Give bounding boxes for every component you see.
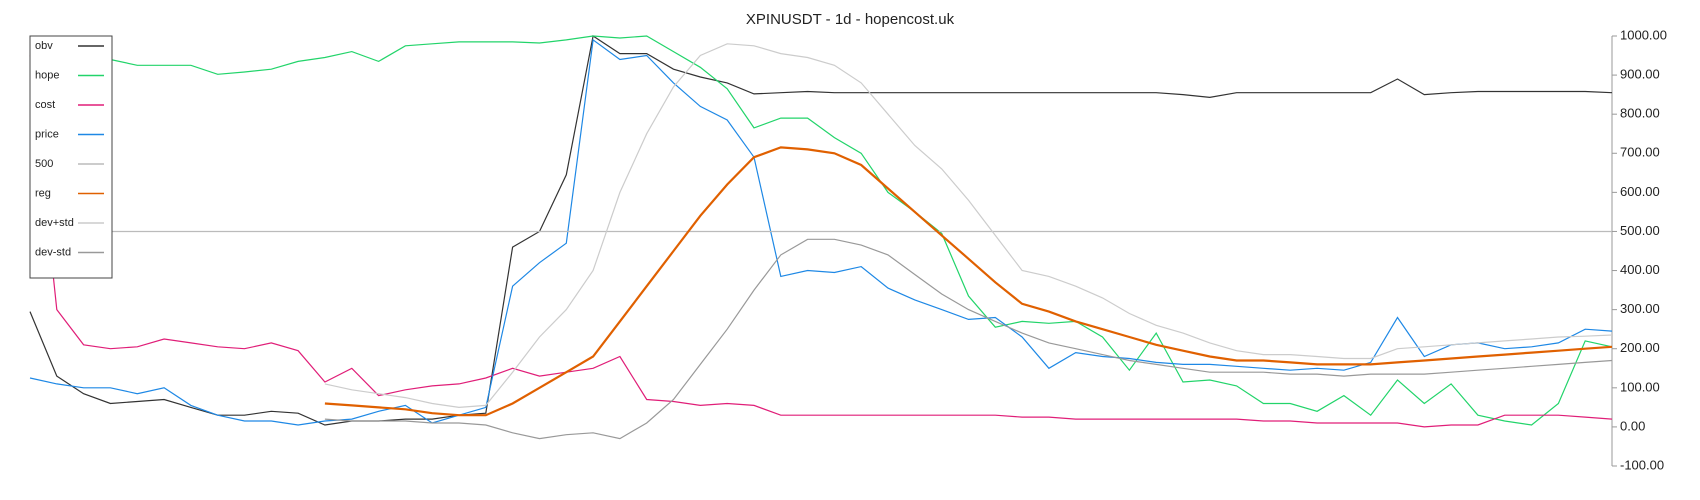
y-tick-label: 800.00 — [1620, 106, 1660, 121]
legend-label: dev+std — [35, 217, 74, 229]
y-tick-label: 100.00 — [1620, 379, 1660, 394]
y-tick-label: 600.00 — [1620, 184, 1660, 199]
y-tick-label: 900.00 — [1620, 67, 1660, 82]
legend-label: reg — [35, 187, 51, 199]
series-line — [324, 238, 1613, 440]
series-line — [29, 35, 1613, 426]
legend-label: hope — [35, 69, 59, 81]
legend-label: cost — [35, 99, 55, 111]
legend: obv hope cost price 500 reg dev+std dev-std — [29, 35, 113, 279]
series-line — [29, 38, 1613, 426]
series-line — [29, 35, 1613, 426]
legend-label: 500 — [35, 158, 53, 170]
y-tick-label: 200.00 — [1620, 340, 1660, 355]
series-line — [324, 146, 1613, 417]
y-tick-label: 0.00 — [1620, 418, 1645, 433]
y-tick-label: -100.00 — [1620, 457, 1664, 472]
legend-label: dev-std — [35, 246, 71, 258]
chart-title: XPINUSDT - 1d - hopencost.uk — [746, 11, 955, 28]
legend-label: obv — [35, 40, 53, 52]
y-tick-label: 300.00 — [1620, 301, 1660, 316]
y-tick-label: 1000.00 — [1620, 27, 1667, 42]
y-tick-label: 700.00 — [1620, 145, 1660, 160]
legend-box — [29, 35, 113, 279]
y-tick-label: 400.00 — [1620, 262, 1660, 277]
legend-label: price — [35, 128, 59, 140]
series-line — [324, 43, 1613, 409]
y-tick-label: 500.00 — [1620, 223, 1660, 238]
series-line — [29, 55, 1613, 428]
